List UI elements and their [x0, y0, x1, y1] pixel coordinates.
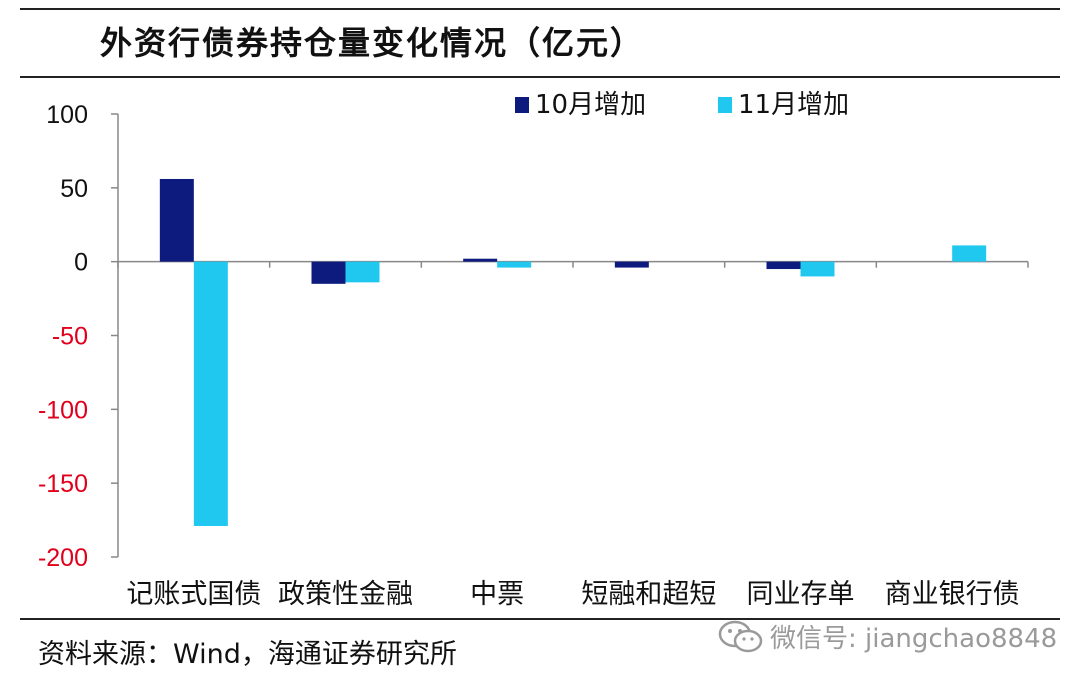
title-rule [20, 76, 1060, 78]
bar-nov [800, 261, 835, 277]
x-tick-label: 短融和超短 [581, 579, 716, 610]
bar-nov [497, 261, 532, 268]
x-tick-label: 商业银行债 [885, 579, 1020, 610]
legend-swatch [718, 97, 732, 113]
y-tick-label: -150 [38, 470, 88, 498]
y-tick-label: 50 [60, 175, 88, 203]
bar-chart: 100 50 0 -50 -100 -150 -200 记账式国债 政策性金融 中票 短融和超短 同业… [38, 90, 1029, 610]
chart-title: 外资行债券持仓量变化情况（亿元） [100, 24, 645, 62]
x-tick-label: 记账式国债 [126, 579, 261, 610]
bottom-rule [20, 618, 1060, 620]
top-rule [20, 8, 1060, 10]
bar-nov [952, 245, 987, 262]
y-tick-label: -200 [38, 544, 88, 572]
legend-label: 10月增加 [535, 90, 646, 120]
watermark-text: 微信号: jiangchao8848 [770, 624, 1058, 654]
bar-oct [311, 261, 346, 284]
wechat-icon [718, 620, 763, 652]
legend-label: 11月增加 [738, 90, 849, 120]
bar-oct [614, 261, 649, 268]
y-tick-label: -50 [52, 323, 88, 351]
y-tick-label: 100 [46, 101, 88, 129]
bar-oct [766, 261, 801, 270]
watermark: 微信号: jiangchao8848 [718, 618, 1057, 655]
x-tick-label: 政策性金融 [278, 579, 413, 610]
source-note: 资料来源：Wind，海通证券研究所 [38, 639, 457, 670]
bar-oct [159, 178, 194, 262]
x-tick-label: 同业存单 [747, 579, 855, 610]
x-tick-label: 中票 [470, 579, 524, 610]
bar-nov [193, 261, 228, 526]
legend-swatch [515, 97, 529, 113]
y-tick-label: 0 [74, 249, 88, 277]
y-tick-label: -100 [38, 396, 88, 424]
bar-oct [463, 258, 498, 262]
bar-nov [345, 261, 380, 283]
